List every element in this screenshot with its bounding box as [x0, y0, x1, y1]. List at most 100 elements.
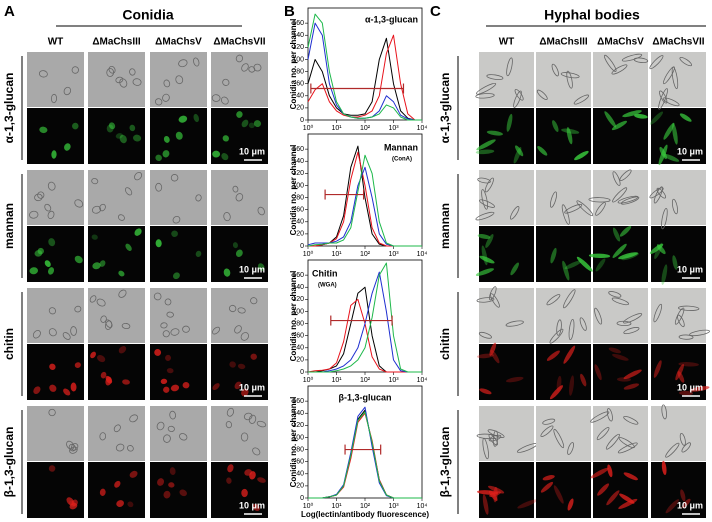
cell [108, 65, 116, 74]
x-tick-label: 10⁰ [303, 376, 314, 384]
histogram-line [307, 22, 422, 121]
cell [671, 66, 679, 90]
cell [619, 169, 632, 182]
cell [252, 447, 261, 456]
cell-fluorescence [132, 134, 142, 142]
cell-fluorescence [689, 386, 710, 392]
histogram-line [307, 154, 422, 247]
cell-fluorescence [475, 149, 495, 155]
y-tick-label: 120 [292, 44, 304, 51]
y-tick-label: 100 [292, 182, 304, 189]
cell [99, 432, 107, 441]
cell [564, 203, 583, 214]
cell-fluorescence [114, 480, 121, 488]
cell-fluorescence [44, 260, 51, 268]
cell-fluorescence [506, 113, 513, 132]
cell [567, 442, 574, 455]
column-header: ΔMaChsVII [213, 37, 265, 48]
cell-fluorescence [97, 354, 106, 363]
cell [665, 442, 680, 458]
cell-fluorescence [116, 500, 124, 507]
chart-title: β-1,3-glucan [338, 392, 391, 402]
cell [212, 326, 221, 335]
scale-bar-label: 10 μm [677, 382, 703, 392]
cell [606, 408, 613, 422]
cell-fluorescence [212, 383, 220, 391]
brightfield-image [27, 406, 84, 461]
cell [172, 215, 181, 224]
cell-fluorescence [222, 135, 230, 142]
histogram-line [308, 412, 422, 499]
cell [226, 407, 234, 417]
cell [154, 98, 163, 106]
cell [678, 305, 700, 311]
cell-fluorescence [236, 111, 243, 118]
cell-fluorescence [127, 501, 134, 508]
row-label: chitin [438, 328, 452, 360]
cell [663, 66, 675, 85]
cell [160, 322, 168, 329]
cell [256, 420, 267, 428]
cell [549, 191, 558, 208]
cell-fluorescence [553, 485, 564, 504]
cell-fluorescence [169, 467, 176, 476]
cell-fluorescence [212, 150, 221, 158]
y-tick-label: 100 [292, 434, 304, 441]
x-tick-label: 10⁴ [417, 503, 428, 510]
cell [475, 82, 497, 95]
cell-fluorescence [241, 388, 249, 397]
cell-fluorescence [257, 263, 265, 271]
cell [475, 211, 495, 221]
row-label: mannan [438, 203, 452, 249]
cell-fluorescence [157, 478, 165, 486]
cell-fluorescence [490, 349, 500, 364]
y-tick-label: 0 [300, 495, 304, 502]
cell-fluorescence [168, 482, 175, 488]
cell-fluorescence [241, 119, 249, 128]
cell-fluorescence [134, 228, 142, 236]
cell [486, 74, 504, 80]
x-tick-label: 10³ [388, 503, 399, 510]
x-tick-label: 10² [360, 251, 371, 258]
y-tick-label: 60 [296, 81, 304, 88]
column-header: WT [48, 37, 64, 48]
cell [561, 204, 570, 225]
y-axis-label: Conidia no. per channel [289, 397, 298, 488]
row-label: chitin [2, 328, 16, 360]
cell [193, 57, 200, 67]
cell [656, 187, 667, 199]
cell-fluorescence [510, 262, 519, 276]
cell [649, 187, 664, 199]
cell-fluorescence [155, 154, 162, 162]
cell [540, 425, 554, 438]
column-header: ΔMaChsV [597, 37, 644, 48]
panel-label: B [284, 3, 295, 20]
cell [91, 205, 102, 214]
brightfield-image [651, 170, 706, 225]
x-tick-label: 10⁰ [303, 250, 314, 258]
x-tick-label: 10² [360, 125, 371, 132]
cell-fluorescence [232, 242, 238, 249]
cell-fluorescence [173, 272, 180, 280]
cell [235, 54, 244, 63]
brightfield-image [593, 52, 648, 107]
cell [211, 94, 221, 102]
cell-fluorescence [253, 120, 261, 127]
cell [617, 442, 638, 454]
histogram-line [308, 409, 422, 499]
cell-fluorescence [223, 268, 231, 277]
fluorescence-image [536, 344, 591, 400]
cell [178, 59, 188, 68]
scale-bar-label: 10 μm [677, 146, 703, 156]
y-tick-label: 40 [296, 471, 304, 478]
cell [69, 446, 78, 454]
x-tick-label: 10¹ [331, 377, 342, 384]
cell [163, 434, 171, 443]
cell-fluorescence [252, 503, 260, 512]
cell-fluorescence [171, 230, 178, 238]
cell [241, 63, 249, 72]
histogram-line [308, 411, 422, 499]
cell-fluorescence [99, 260, 106, 267]
cell-fluorescence [672, 123, 678, 145]
